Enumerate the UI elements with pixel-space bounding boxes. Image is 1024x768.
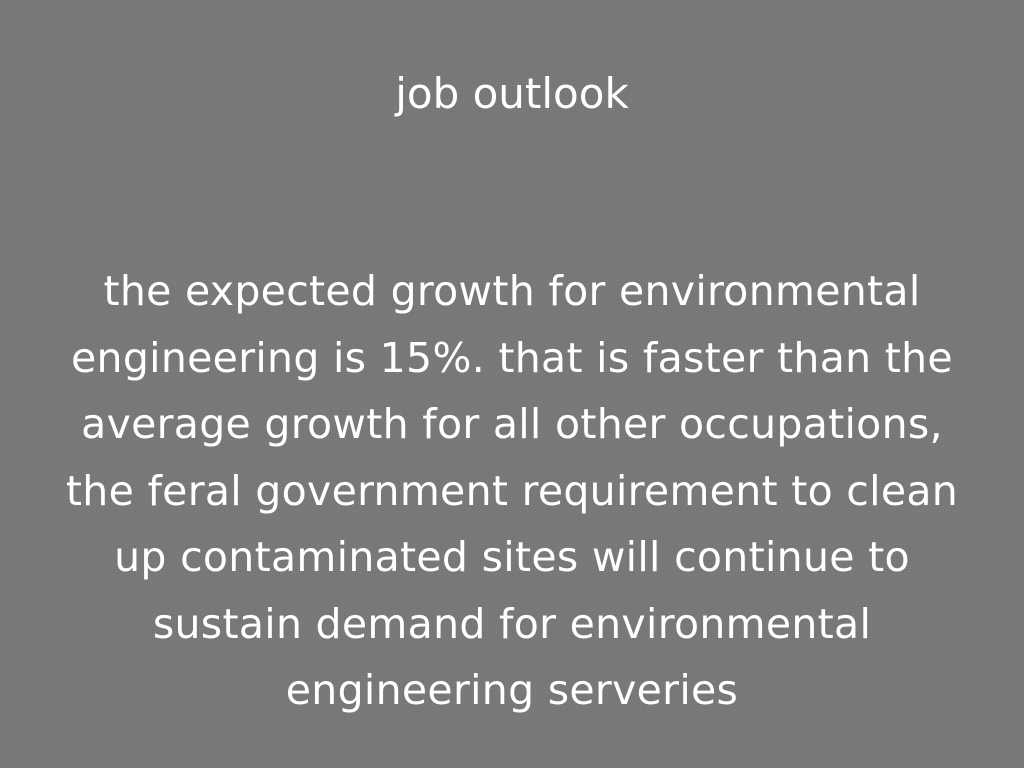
body-line: the expected growth for environmental xyxy=(103,267,921,315)
slide-title: job outlook xyxy=(395,69,629,118)
body-line: up contaminated sites will continue to xyxy=(114,533,910,581)
body-line: engineering is 15%. that is faster than … xyxy=(71,333,953,382)
body-line: average growth for all other occupations… xyxy=(81,400,943,448)
body-line: sustain demand for environmental xyxy=(152,599,872,648)
body-line: engineering serveries xyxy=(285,666,739,714)
body-line: the feral government requirement to clea… xyxy=(65,466,959,515)
slide-body-text: the expected growth for environmental en… xyxy=(0,258,1024,724)
